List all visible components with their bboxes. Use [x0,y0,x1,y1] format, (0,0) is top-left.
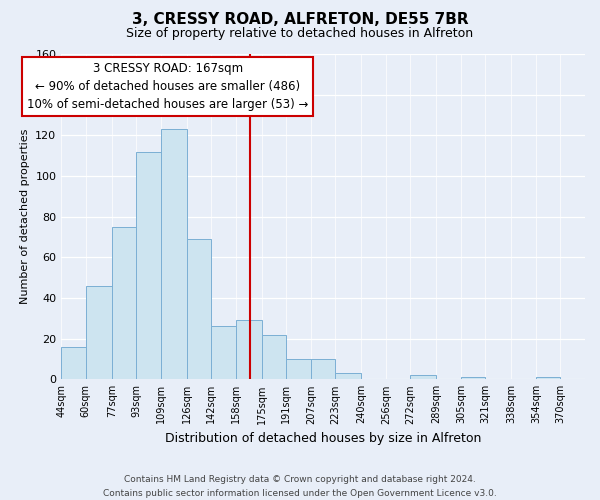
Bar [461,378,485,380]
X-axis label: Distribution of detached houses by size in Alfreton: Distribution of detached houses by size … [165,432,481,445]
Text: 3 CRESSY ROAD: 167sqm
← 90% of detached houses are smaller (486)
10% of semi-det: 3 CRESSY ROAD: 167sqm ← 90% of detached … [27,62,308,111]
Bar [262,334,286,380]
Bar [410,375,436,380]
Bar [61,347,86,380]
Bar [536,378,560,380]
Bar [335,373,361,380]
Bar [187,239,211,380]
Bar [286,359,311,380]
Bar [112,227,136,380]
Bar [136,152,161,380]
Text: 3, CRESSY ROAD, ALFRETON, DE55 7BR: 3, CRESSY ROAD, ALFRETON, DE55 7BR [131,12,469,28]
Bar [236,320,262,380]
Text: Size of property relative to detached houses in Alfreton: Size of property relative to detached ho… [127,28,473,40]
Text: Contains HM Land Registry data © Crown copyright and database right 2024.
Contai: Contains HM Land Registry data © Crown c… [103,476,497,498]
Bar [161,129,187,380]
Bar [311,359,335,380]
Bar [86,286,112,380]
Bar [211,326,236,380]
Y-axis label: Number of detached properties: Number of detached properties [20,129,29,304]
